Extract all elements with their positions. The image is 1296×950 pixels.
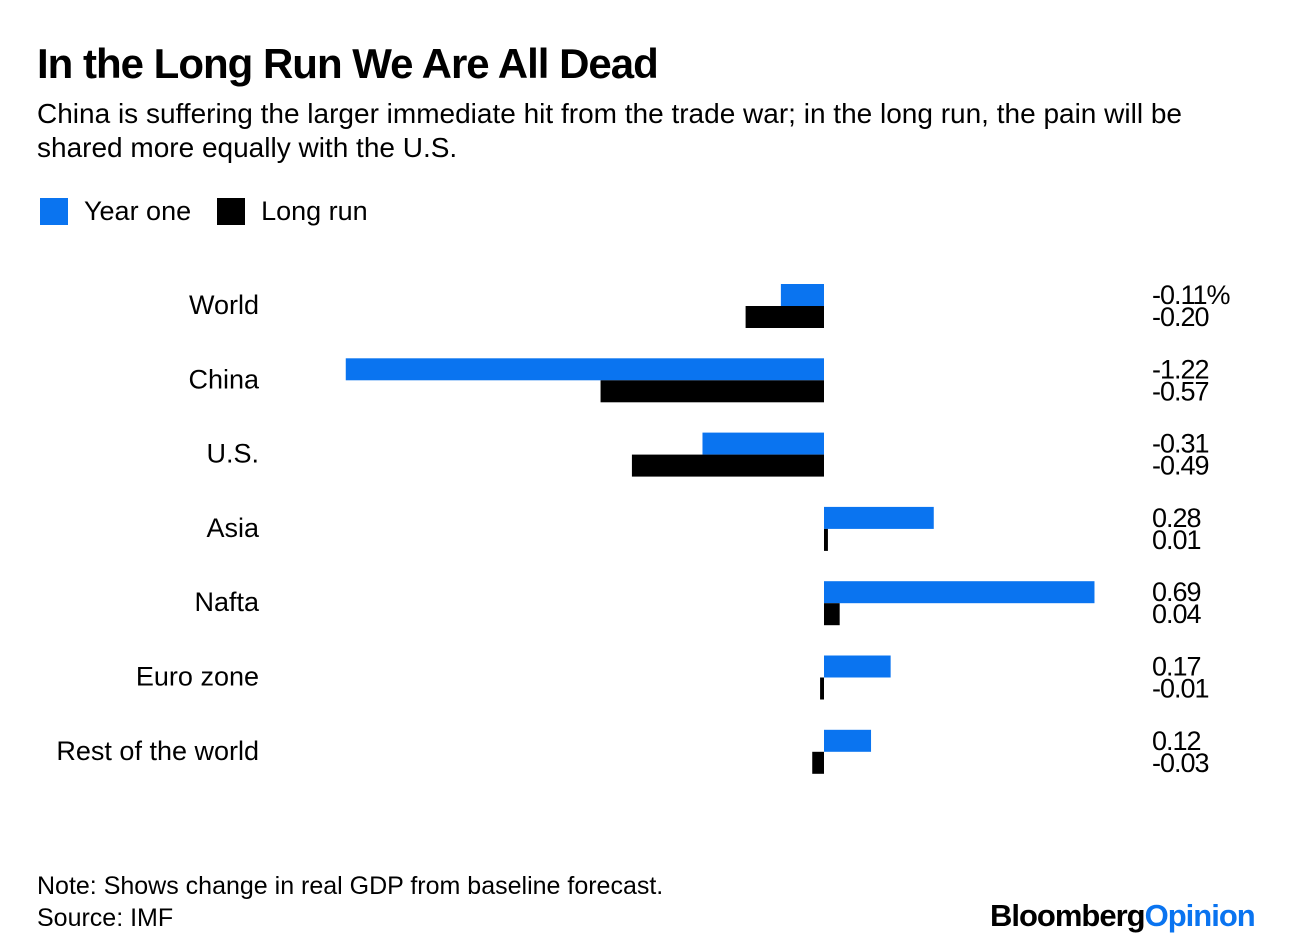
category-label-rest-of-the-world: Rest of the world	[56, 736, 259, 766]
value-label-year-one-china: -1.22	[1152, 354, 1209, 384]
bar-long-run-u-s	[631, 454, 824, 477]
bar-year-one-u-s	[702, 432, 824, 455]
legend-item-long-run: Long run	[217, 196, 368, 227]
bar-long-run-world	[745, 306, 824, 328]
legend-swatch-year-one	[40, 198, 68, 225]
logo-accent: Opinion	[1144, 898, 1256, 933]
logo-main: Bloomberg	[990, 898, 1146, 933]
category-label-u-s: U.S.	[206, 439, 259, 469]
value-label-long-run-world: -0.20	[1152, 302, 1209, 332]
bar-year-one-china	[345, 358, 824, 381]
bar-year-one-euro-zone	[824, 655, 891, 678]
value-label-long-run-euro-zone: -0.01	[1152, 674, 1209, 704]
bar-long-run-china	[600, 380, 824, 403]
value-label-year-one-u-s: -0.31	[1152, 429, 1209, 459]
chart-title: In the Long Run We Are All Dead	[37, 40, 659, 87]
legend: Year one Long run	[40, 196, 394, 227]
value-label-long-run-nafta: 0.04	[1152, 599, 1202, 629]
legend-label-year-one: Year one	[84, 196, 192, 226]
bar-year-one-nafta	[824, 581, 1095, 604]
footer-notes: Note: Shows change in real GDP from base…	[37, 870, 663, 934]
legend-item-year-one: Year one	[40, 196, 191, 227]
category-label-nafta: Nafta	[194, 587, 260, 617]
legend-swatch-long-run	[217, 198, 246, 225]
value-label-year-one-nafta: 0.69	[1152, 577, 1201, 607]
value-label-long-run-asia: 0.01	[1152, 525, 1201, 555]
value-label-year-one-euro-zone: 0.17	[1152, 652, 1201, 682]
value-label-year-one-asia: 0.28	[1152, 503, 1201, 533]
bar-year-one-world	[780, 284, 824, 306]
bar-long-run-euro-zone	[820, 677, 824, 700]
bar-long-run-asia	[824, 528, 828, 551]
value-label-year-one-world: -0.11%	[1152, 280, 1231, 310]
category-label-china: China	[188, 364, 260, 394]
bar-long-run-rest-of-the-world	[812, 751, 824, 774]
value-label-long-run-u-s: -0.49	[1152, 451, 1209, 481]
note-text: Note: Shows change in real GDP from base…	[37, 872, 664, 900]
source-text: Source: IMF	[37, 904, 174, 932]
value-label-long-run-china: -0.57	[1152, 376, 1209, 406]
chart-subtitle: China is suffering the larger immediate …	[37, 98, 1182, 163]
category-label-euro-zone: Euro zone	[136, 662, 259, 692]
category-label-asia: Asia	[206, 513, 260, 543]
bar-year-one-rest-of-the-world	[824, 729, 872, 752]
bar-year-one-asia	[824, 506, 934, 529]
category-label-world: World	[189, 290, 259, 320]
bar-long-run-nafta	[824, 603, 840, 626]
value-label-year-one-rest-of-the-world: 0.12	[1152, 726, 1201, 756]
value-label-long-run-rest-of-the-world: -0.03	[1152, 748, 1209, 778]
legend-label-long-run: Long run	[261, 196, 368, 226]
bloomberg-opinion-logo: BloombergOpinion	[990, 898, 1256, 934]
